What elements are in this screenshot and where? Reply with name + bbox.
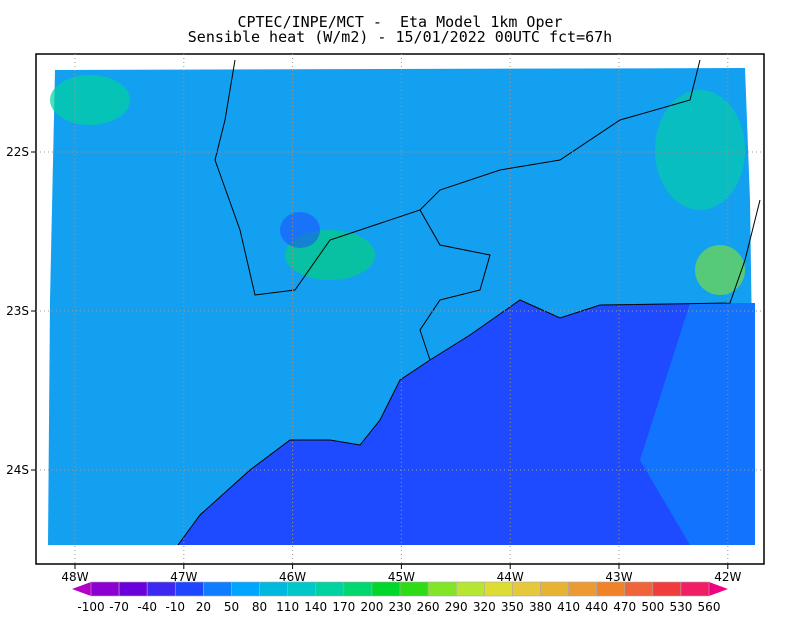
colorbar-label: 260 <box>417 600 440 614</box>
title-line-2: Sensible heat (W/m2) - 15/01/2022 00UTC … <box>187 28 613 46</box>
colorbar-bin <box>680 581 710 597</box>
colorbar-bin <box>568 581 597 597</box>
colorbar: -100 -70 -40 -10 20 50 80 110 140 170 200 230 260 290… <box>72 581 728 614</box>
colorbar-bin <box>455 581 485 597</box>
gridlines <box>36 54 764 564</box>
colorbar-bin <box>596 581 626 597</box>
coastline <box>177 199 761 546</box>
lon-tick-label: 46W <box>279 570 306 584</box>
colorbar-label: 560 <box>698 600 721 614</box>
colorbar-label: 440 <box>585 600 608 614</box>
colorbar-label: 500 <box>641 600 664 614</box>
field-blob <box>695 245 745 295</box>
colorbar-bin <box>231 581 260 597</box>
colorbar-bin <box>483 581 513 597</box>
boundaries <box>177 59 761 546</box>
lon-tick-label: 44W <box>497 570 524 584</box>
state-border <box>419 209 491 361</box>
colorbar-bin <box>540 581 569 597</box>
title-line-1: CPTEC/INPE/MCT - Eta Model 1km Oper <box>237 13 563 31</box>
field-blob <box>50 75 130 125</box>
colorbar-bin <box>203 581 232 597</box>
colorbar-bin <box>90 581 120 597</box>
colorbar-under-triangle <box>72 582 91 596</box>
axis-ticks: 48W 47W 46W 45W 44W 43W 42W 22S 23S 24S <box>6 145 741 584</box>
colorbar-label: 170 <box>332 600 355 614</box>
colorbar-label: 200 <box>360 600 383 614</box>
colorbar-label: 470 <box>613 600 636 614</box>
colorbar-over-triangle <box>709 582 728 596</box>
colorbar-bin <box>259 581 288 597</box>
lon-tick-label: 43W <box>605 570 632 584</box>
lat-tick-label: 24S <box>6 463 29 477</box>
colorbar-bin <box>624 581 654 597</box>
colorbar-bin <box>652 581 682 597</box>
colorbar-bin <box>118 581 148 597</box>
colorbar-label: -100 <box>77 600 104 614</box>
colorbar-bin <box>315 581 345 597</box>
colorbar-label: -70 <box>109 600 129 614</box>
colorbar-label: 230 <box>389 600 412 614</box>
colorbar-label: 530 <box>669 600 692 614</box>
colorbar-label: 290 <box>445 600 468 614</box>
state-border <box>214 59 701 296</box>
colorbar-bin <box>399 581 429 597</box>
colorbar-bin <box>371 581 401 597</box>
colorbar-label: 50 <box>224 600 239 614</box>
colorbar-label: 20 <box>196 600 211 614</box>
lon-tick-label: 48W <box>61 570 88 584</box>
lon-tick-label: 45W <box>388 570 415 584</box>
colorbar-label: 350 <box>501 600 524 614</box>
colorbar-label: 380 <box>529 600 552 614</box>
field-blob <box>655 90 745 210</box>
colorbar-bin <box>427 581 457 597</box>
colorbar-bin <box>174 581 204 597</box>
lat-tick-label: 22S <box>6 145 29 159</box>
colorbar-label: -10 <box>165 600 185 614</box>
colorbar-label: 80 <box>252 600 267 614</box>
colorbar-bin <box>146 581 176 597</box>
colorbar-label: 320 <box>473 600 496 614</box>
colorbar-bin <box>343 581 373 597</box>
lon-tick-label: 42W <box>714 570 741 584</box>
lat-tick-label: 23S <box>6 304 29 318</box>
colorbar-label: -40 <box>137 600 157 614</box>
colorbar-label: 410 <box>557 600 580 614</box>
ocean-offshore <box>640 303 755 545</box>
colorbar-label: 110 <box>276 600 299 614</box>
colorbar-label: 140 <box>304 600 327 614</box>
field-blob <box>280 212 320 248</box>
colorbar-bin <box>512 581 541 597</box>
lon-tick-label: 47W <box>170 570 197 584</box>
ocean-field <box>178 300 755 545</box>
colorbar-bin <box>287 581 317 597</box>
